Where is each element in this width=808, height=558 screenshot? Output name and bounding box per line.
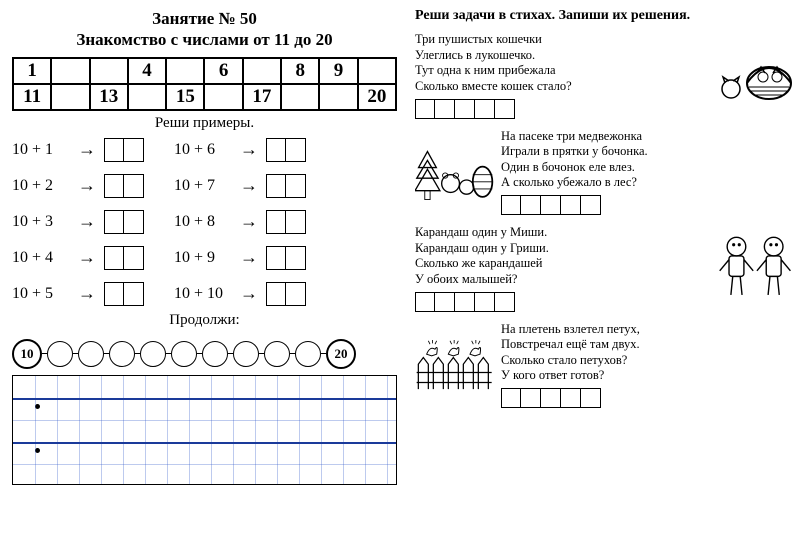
- example-row: 10 + 2 →: [12, 172, 144, 200]
- chain-circle-empty[interactable]: [109, 341, 135, 367]
- number-table: 1 4 6 89 11 13 15 17 20: [12, 57, 397, 111]
- arrow-icon: →: [240, 139, 258, 160]
- example-expression: 10 + 5: [12, 285, 70, 303]
- poem-illustration: [415, 129, 495, 216]
- number-cell: 4: [128, 58, 166, 84]
- poems-container: Три пушистых кошечкиУлеглись в лукошечко…: [415, 32, 796, 408]
- example-expression: 10 + 6: [174, 141, 232, 159]
- example-row: 10 + 1 →: [12, 136, 144, 164]
- poem-block: Карандаш один у Миши.Карандаш один у Гри…: [415, 225, 796, 312]
- answer-box[interactable]: [266, 246, 306, 270]
- poem-answer-boxes[interactable]: [501, 195, 796, 215]
- example-expression: 10 + 4: [12, 249, 70, 267]
- arrow-icon: →: [240, 283, 258, 304]
- poem-text: Три пушистых кошечкиУлеглись в лукошечко…: [415, 32, 710, 95]
- example-row: 10 + 8 →: [174, 208, 306, 236]
- chain-circle-empty[interactable]: [202, 341, 228, 367]
- example-expression: 10 + 7: [174, 177, 232, 195]
- arrow-icon: →: [78, 211, 96, 232]
- example-row: 10 + 4 →: [12, 244, 144, 272]
- answer-box[interactable]: [104, 282, 144, 306]
- number-cell: 17: [243, 84, 281, 110]
- solve-examples-label: Реши примеры.: [12, 115, 397, 132]
- number-cell: 13: [90, 84, 128, 110]
- chain-circle-empty[interactable]: [140, 341, 166, 367]
- number-cell: 9: [319, 58, 357, 84]
- poem-text: На плетень взлетел петух,Повстречал ещё …: [501, 322, 796, 385]
- chain-circle-empty[interactable]: [233, 341, 259, 367]
- arrow-icon: →: [78, 283, 96, 304]
- number-cell[interactable]: [358, 58, 396, 84]
- title-line1: Занятие № 50: [12, 8, 397, 29]
- poem-answer-boxes[interactable]: [415, 292, 710, 312]
- example-expression: 10 + 2: [12, 177, 70, 195]
- example-row: 10 + 3 →: [12, 208, 144, 236]
- number-cell[interactable]: [166, 58, 204, 84]
- answer-box[interactable]: [266, 174, 306, 198]
- chain-circle-empty[interactable]: [171, 341, 197, 367]
- chain-circle-empty[interactable]: [78, 341, 104, 367]
- answer-box[interactable]: [266, 282, 306, 306]
- poem-text: Карандаш один у Миши.Карандаш один у Гри…: [415, 225, 710, 288]
- example-expression: 10 + 9: [174, 249, 232, 267]
- arrow-icon: →: [78, 175, 96, 196]
- example-expression: 10 + 3: [12, 213, 70, 231]
- grid-paper[interactable]: [12, 375, 397, 485]
- number-cell[interactable]: [51, 84, 89, 110]
- poem-block: На пасеке три медвежонкаИграли в прятки …: [415, 129, 796, 216]
- example-row: 10 + 7 →: [174, 172, 306, 200]
- number-cell[interactable]: [51, 58, 89, 84]
- number-cell: 1: [13, 58, 51, 84]
- title-line2: Знакомство с числами от 11 до 20: [12, 29, 397, 50]
- chain-circle-filled: 10: [12, 339, 42, 369]
- poem-block: Три пушистых кошечкиУлеглись в лукошечко…: [415, 32, 796, 119]
- poem-illustration: [716, 225, 796, 312]
- poem-answer-boxes[interactable]: [415, 99, 710, 119]
- number-cell[interactable]: [319, 84, 357, 110]
- answer-box[interactable]: [266, 138, 306, 162]
- arrow-icon: →: [78, 247, 96, 268]
- poem-illustration: [716, 32, 796, 119]
- number-cell: 15: [166, 84, 204, 110]
- example-expression: 10 + 8: [174, 213, 232, 231]
- chain-circle-empty[interactable]: [47, 341, 73, 367]
- answer-box[interactable]: [104, 246, 144, 270]
- answer-box[interactable]: [104, 210, 144, 234]
- number-cell[interactable]: [90, 58, 128, 84]
- poem-block: На плетень взлетел петух,Повстречал ещё …: [415, 322, 796, 409]
- poem-text: На пасеке три медвежонкаИграли в прятки …: [501, 129, 796, 192]
- chain-circle-empty[interactable]: [264, 341, 290, 367]
- examples-block: 10 + 1 → 10 + 2 → 10 + 3 → 10 + 4 → 10 + 5 → 10 +…: [12, 136, 397, 308]
- example-expression: 10 + 10: [174, 285, 232, 303]
- answer-box[interactable]: [266, 210, 306, 234]
- answer-box[interactable]: [104, 174, 144, 198]
- number-cell: 8: [281, 58, 319, 84]
- lesson-title: Занятие № 50 Знакомство с числами от 11 …: [12, 8, 397, 51]
- example-expression: 10 + 1: [12, 141, 70, 159]
- example-row: 10 + 10 →: [174, 280, 306, 308]
- continue-label: Продолжи:: [12, 312, 397, 329]
- number-cell: 6: [204, 58, 242, 84]
- number-chain: 10 20: [12, 339, 397, 369]
- arrow-icon: →: [240, 211, 258, 232]
- number-cell: 20: [358, 84, 396, 110]
- poem-illustration: [415, 322, 495, 409]
- chain-circle-empty[interactable]: [295, 341, 321, 367]
- number-cell[interactable]: [243, 58, 281, 84]
- chain-circle-filled: 20: [326, 339, 356, 369]
- poems-title: Реши задачи в стихах. Запиши их решения.: [415, 8, 796, 24]
- answer-box[interactable]: [104, 138, 144, 162]
- poem-answer-boxes[interactable]: [501, 388, 796, 408]
- number-cell: 11: [13, 84, 51, 110]
- example-row: 10 + 6 →: [174, 136, 306, 164]
- example-row: 10 + 5 →: [12, 280, 144, 308]
- example-row: 10 + 9 →: [174, 244, 306, 272]
- number-cell[interactable]: [281, 84, 319, 110]
- arrow-icon: →: [78, 139, 96, 160]
- arrow-icon: →: [240, 175, 258, 196]
- arrow-icon: →: [240, 247, 258, 268]
- number-cell[interactable]: [128, 84, 166, 110]
- number-cell[interactable]: [204, 84, 242, 110]
